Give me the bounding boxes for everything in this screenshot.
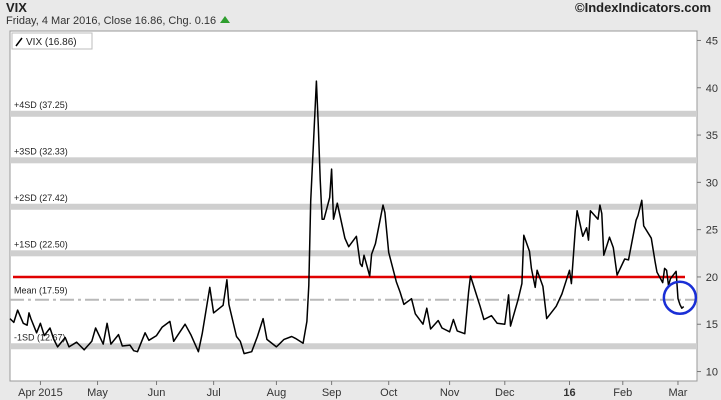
- x-tick-label: Apr 2015: [18, 387, 63, 399]
- legend: VIX (16.86): [11, 32, 93, 50]
- sd-band-0: [10, 110, 697, 117]
- legend-label: VIX (16.86): [26, 37, 77, 48]
- chart-subtitle: Friday, 4 Mar 2016, Close 16.86, Chg. 0.…: [6, 15, 231, 27]
- sd-label-2: +2SD (27.42): [14, 193, 68, 203]
- quote-summary: Friday, 4 Mar 2016, Close 16.86, Chg. 0.…: [6, 15, 217, 27]
- y-tick-label: 20: [706, 272, 718, 284]
- x-tick-label: 16: [563, 387, 575, 399]
- x-tick-label: Feb: [613, 387, 632, 399]
- y-tick-label: 15: [706, 319, 718, 331]
- highlight-circle: [662, 280, 698, 316]
- sd-label-5: -1SD (12.67): [14, 332, 66, 342]
- y-tick-label: 45: [706, 35, 718, 47]
- sd-label-4: Mean (17.59): [14, 286, 68, 296]
- y-tick-label: 40: [706, 83, 718, 95]
- sd-band-1: [10, 157, 697, 164]
- sd-label-1: +3SD (32.33): [14, 146, 68, 156]
- x-tick-label: Jul: [207, 387, 221, 399]
- x-tick-label: Nov: [440, 387, 460, 399]
- x-tick-label: Dec: [495, 387, 515, 399]
- x-tick-label: Jun: [148, 387, 166, 399]
- x-tick-label: Mar: [668, 387, 687, 399]
- x-tick-label: May: [87, 387, 108, 399]
- sd-band-5: [10, 343, 697, 350]
- x-tick-label: Sep: [322, 387, 342, 399]
- x-tick-label: Aug: [267, 387, 287, 399]
- sd-band-2: [10, 203, 697, 210]
- y-tick-label: 35: [706, 130, 718, 142]
- x-tick-label: Oct: [380, 387, 397, 399]
- vix-series-line: [9, 80, 685, 355]
- sd-label-0: +4SD (37.25): [14, 100, 68, 110]
- copyright-label: ©IndexIndicators.com: [575, 0, 711, 15]
- y-tick-label: 30: [706, 177, 718, 189]
- up-arrow-icon: [220, 16, 231, 23]
- legend-box: [11, 32, 93, 50]
- legend-line-swatch: [15, 37, 23, 47]
- chart-title: VIX: [6, 0, 27, 15]
- sd-band-3: [10, 250, 697, 257]
- sd-label-3: +1SD (22.50): [14, 239, 68, 249]
- y-tick-label: 25: [706, 225, 718, 237]
- y-tick-label: 10: [706, 367, 718, 379]
